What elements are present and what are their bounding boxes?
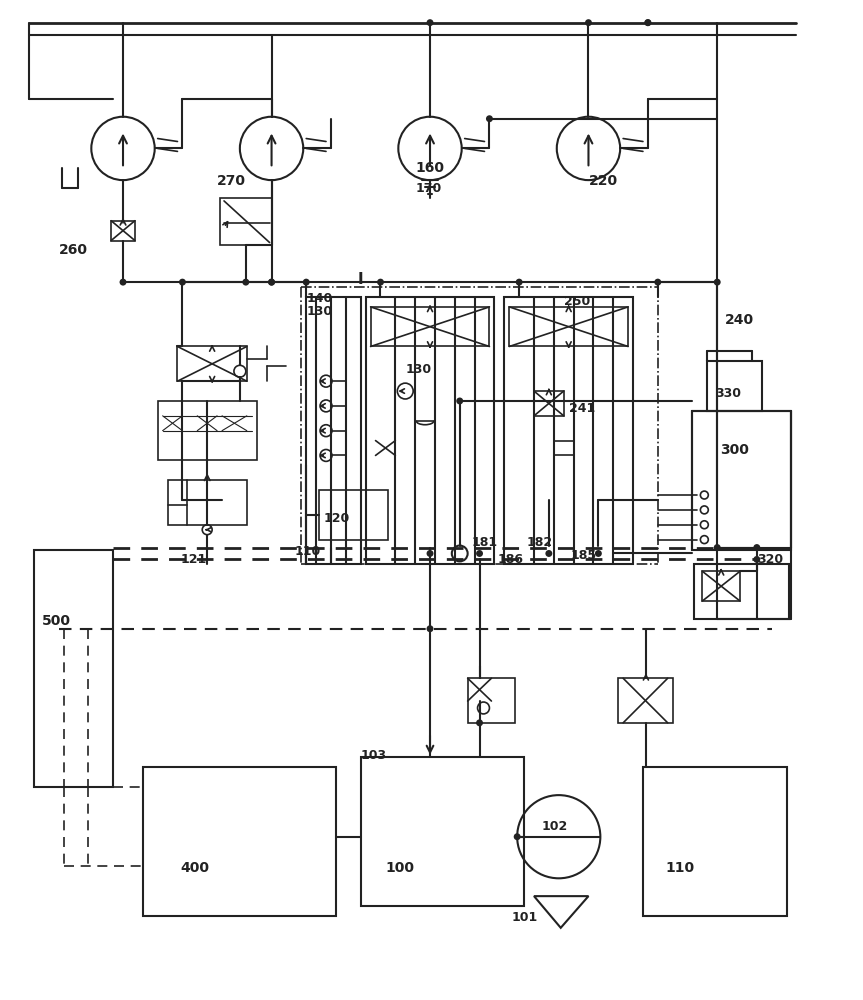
Text: 140: 140 <box>306 292 332 305</box>
Text: 110: 110 <box>294 545 320 558</box>
Circle shape <box>426 550 433 557</box>
Text: 120: 120 <box>324 512 350 525</box>
Bar <box>111 221 135 241</box>
Text: 250: 250 <box>564 295 590 308</box>
Bar <box>34 550 113 787</box>
Bar <box>702 571 740 601</box>
Circle shape <box>585 19 592 26</box>
Bar <box>370 307 489 346</box>
Bar <box>468 678 515 723</box>
Text: I: I <box>358 272 363 287</box>
Text: 102: 102 <box>542 820 568 833</box>
Text: 130: 130 <box>406 363 432 376</box>
Bar <box>509 307 628 346</box>
Text: 160: 160 <box>415 161 444 175</box>
Bar <box>708 361 762 411</box>
Text: 300: 300 <box>721 443 749 457</box>
Bar <box>158 401 256 460</box>
Text: 101: 101 <box>511 911 538 924</box>
Bar <box>319 490 388 540</box>
Bar <box>361 757 524 906</box>
Circle shape <box>545 550 552 557</box>
Text: 103: 103 <box>361 749 387 762</box>
Circle shape <box>753 544 760 551</box>
Text: 220: 220 <box>589 174 618 188</box>
Text: 240: 240 <box>725 313 754 327</box>
Circle shape <box>714 544 721 551</box>
Circle shape <box>268 279 275 286</box>
Bar <box>142 767 336 916</box>
Circle shape <box>645 19 652 26</box>
Text: 400: 400 <box>180 861 210 875</box>
Text: 320: 320 <box>757 553 783 566</box>
Text: 186: 186 <box>497 553 523 566</box>
Circle shape <box>486 115 493 122</box>
Bar <box>167 480 247 525</box>
Circle shape <box>179 279 186 286</box>
Bar <box>618 678 672 723</box>
Bar <box>643 767 786 916</box>
Text: 182: 182 <box>526 536 552 549</box>
Circle shape <box>303 279 310 286</box>
Bar <box>178 346 247 381</box>
Circle shape <box>476 719 483 726</box>
Circle shape <box>426 19 433 26</box>
Circle shape <box>595 550 602 557</box>
Bar <box>504 297 633 564</box>
Bar <box>220 198 272 245</box>
Bar <box>695 564 789 619</box>
Circle shape <box>654 279 661 286</box>
Text: 130: 130 <box>306 305 332 318</box>
Text: 500: 500 <box>41 614 71 628</box>
Circle shape <box>120 279 127 286</box>
Bar <box>306 297 361 564</box>
Text: 330: 330 <box>715 387 741 400</box>
Circle shape <box>753 556 760 563</box>
Circle shape <box>645 19 652 26</box>
Circle shape <box>243 279 249 286</box>
Bar <box>692 411 791 550</box>
Circle shape <box>268 279 275 286</box>
Bar <box>534 391 564 416</box>
Text: 181: 181 <box>471 536 498 549</box>
Circle shape <box>457 397 463 404</box>
Text: 170: 170 <box>415 182 441 195</box>
Text: 110: 110 <box>665 861 695 875</box>
Circle shape <box>516 279 523 286</box>
Circle shape <box>513 833 520 840</box>
Text: 185: 185 <box>570 549 597 562</box>
Circle shape <box>476 550 483 557</box>
Circle shape <box>426 625 433 632</box>
Text: 260: 260 <box>59 243 88 257</box>
Circle shape <box>714 279 721 286</box>
Text: 121: 121 <box>180 553 207 566</box>
Text: 270: 270 <box>217 174 246 188</box>
Bar <box>366 297 494 564</box>
Text: 241: 241 <box>569 402 595 415</box>
Circle shape <box>377 279 384 286</box>
Text: 100: 100 <box>386 861 414 875</box>
